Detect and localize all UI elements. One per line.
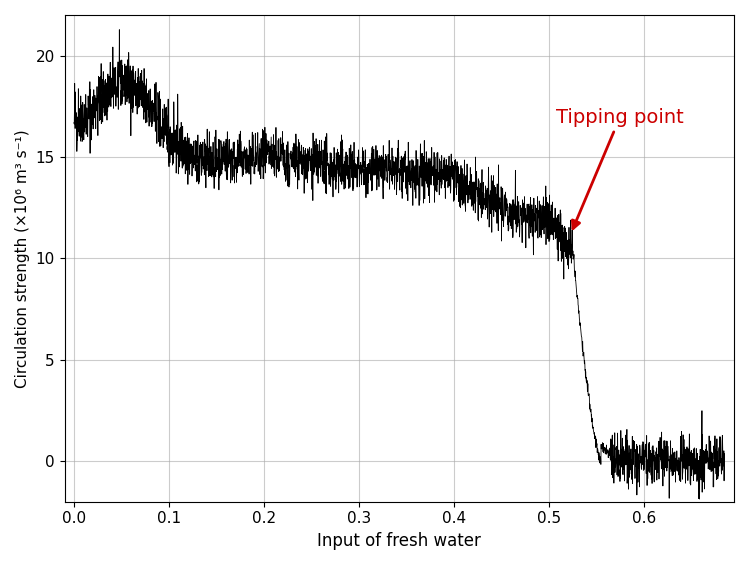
X-axis label: Input of fresh water: Input of fresh water (318, 532, 481, 550)
Y-axis label: Circulation strength (×10⁶ m³ s⁻¹): Circulation strength (×10⁶ m³ s⁻¹) (15, 129, 30, 388)
Text: Tipping point: Tipping point (557, 107, 684, 229)
